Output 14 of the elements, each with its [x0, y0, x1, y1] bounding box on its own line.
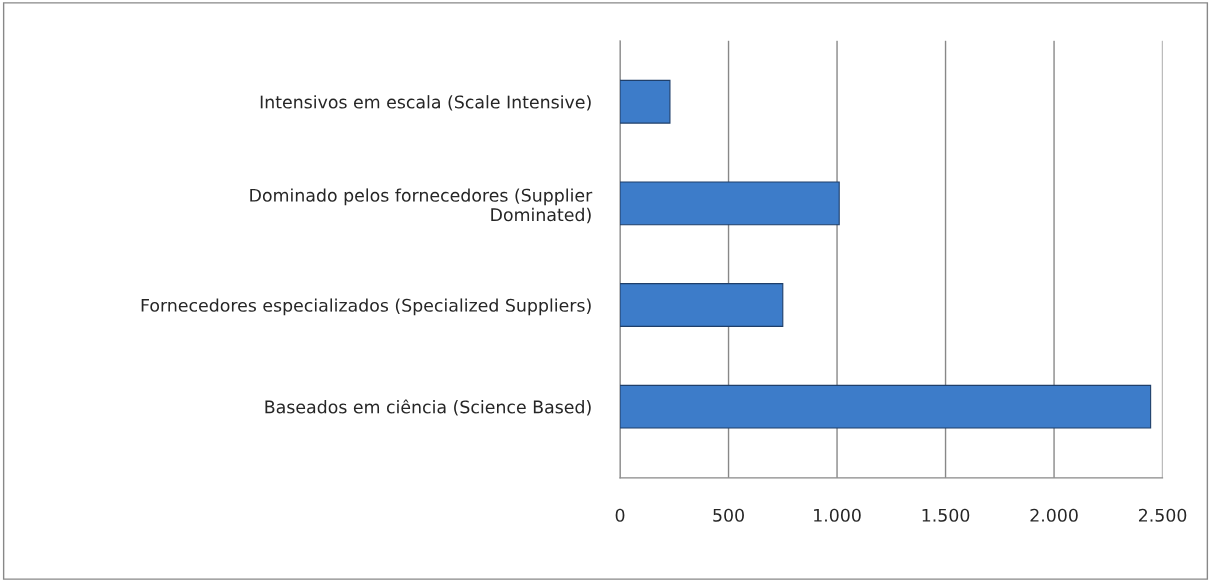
bar: [620, 384, 1152, 429]
y-tick-label: Baseados em ciência (Science Based): [265, 399, 591, 416]
y-tick-label: Intensivos em escala (Scale Intensive): [260, 95, 591, 111]
x-tick-label: 2.000: [1030, 508, 1078, 522]
x-tick-label: 1.500: [922, 508, 970, 522]
bar: [620, 181, 840, 226]
y-tick-label: Dominado pelos fornecedores (Supplier Dominated): [250, 188, 593, 224]
x-tick-label: 2.500: [1138, 508, 1187, 522]
bar: [620, 283, 784, 327]
y-tick-label: Fornecedores especializados (Specialized Suppliers): [141, 298, 591, 316]
x-tick-label: 1.000: [814, 508, 861, 522]
x-tick-label: 0: [615, 508, 625, 522]
x-tick-label: 500: [713, 508, 744, 522]
bar: [620, 79, 671, 124]
